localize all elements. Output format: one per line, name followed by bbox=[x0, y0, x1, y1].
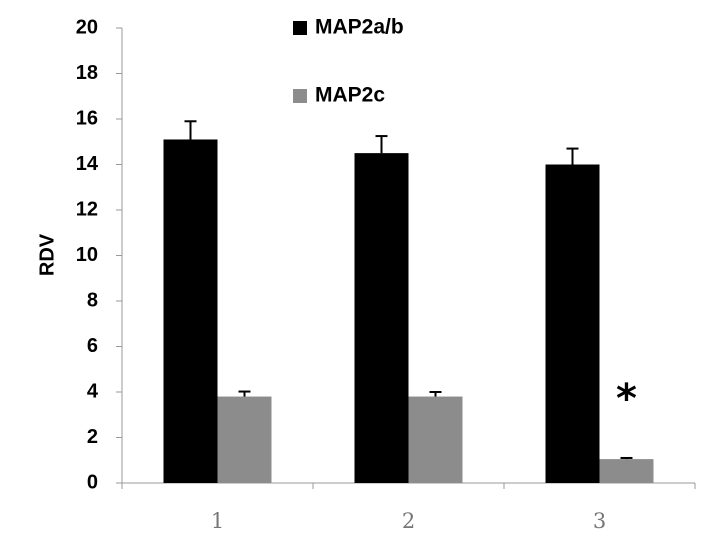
x-tick-label: 2 bbox=[402, 509, 415, 533]
y-axis-label: RDV bbox=[36, 233, 58, 276]
x-tick-label: 3 bbox=[593, 509, 606, 533]
bar-map2a-b-2 bbox=[354, 153, 409, 483]
bar-map2a-b-3 bbox=[545, 164, 600, 483]
y-tick-label: 16 bbox=[76, 107, 98, 129]
y-tick-label: 12 bbox=[76, 198, 98, 220]
bar-map2c-1 bbox=[217, 396, 272, 483]
bar-map2a-b-1 bbox=[163, 139, 218, 483]
bar-map2c-3 bbox=[599, 459, 654, 483]
y-tick-label: 0 bbox=[87, 471, 98, 493]
y-tick-label: 8 bbox=[87, 289, 98, 311]
legend-swatch bbox=[293, 89, 307, 103]
legend-label: MAP2a/b bbox=[315, 16, 404, 39]
y-tick-label: 18 bbox=[76, 62, 98, 84]
y-tick-label: 14 bbox=[76, 153, 99, 175]
y-tick-label: 10 bbox=[76, 244, 98, 266]
legend-swatch bbox=[293, 21, 307, 35]
legend-label: MAP2c bbox=[315, 84, 385, 107]
y-tick-label: 20 bbox=[76, 16, 98, 38]
y-tick-label: 4 bbox=[87, 380, 99, 402]
significance-annotation: * bbox=[616, 376, 637, 422]
y-tick-label: 2 bbox=[87, 426, 98, 448]
y-tick-label: 6 bbox=[87, 335, 98, 357]
x-tick-label: 1 bbox=[211, 509, 224, 533]
bar-map2c-2 bbox=[408, 396, 463, 483]
